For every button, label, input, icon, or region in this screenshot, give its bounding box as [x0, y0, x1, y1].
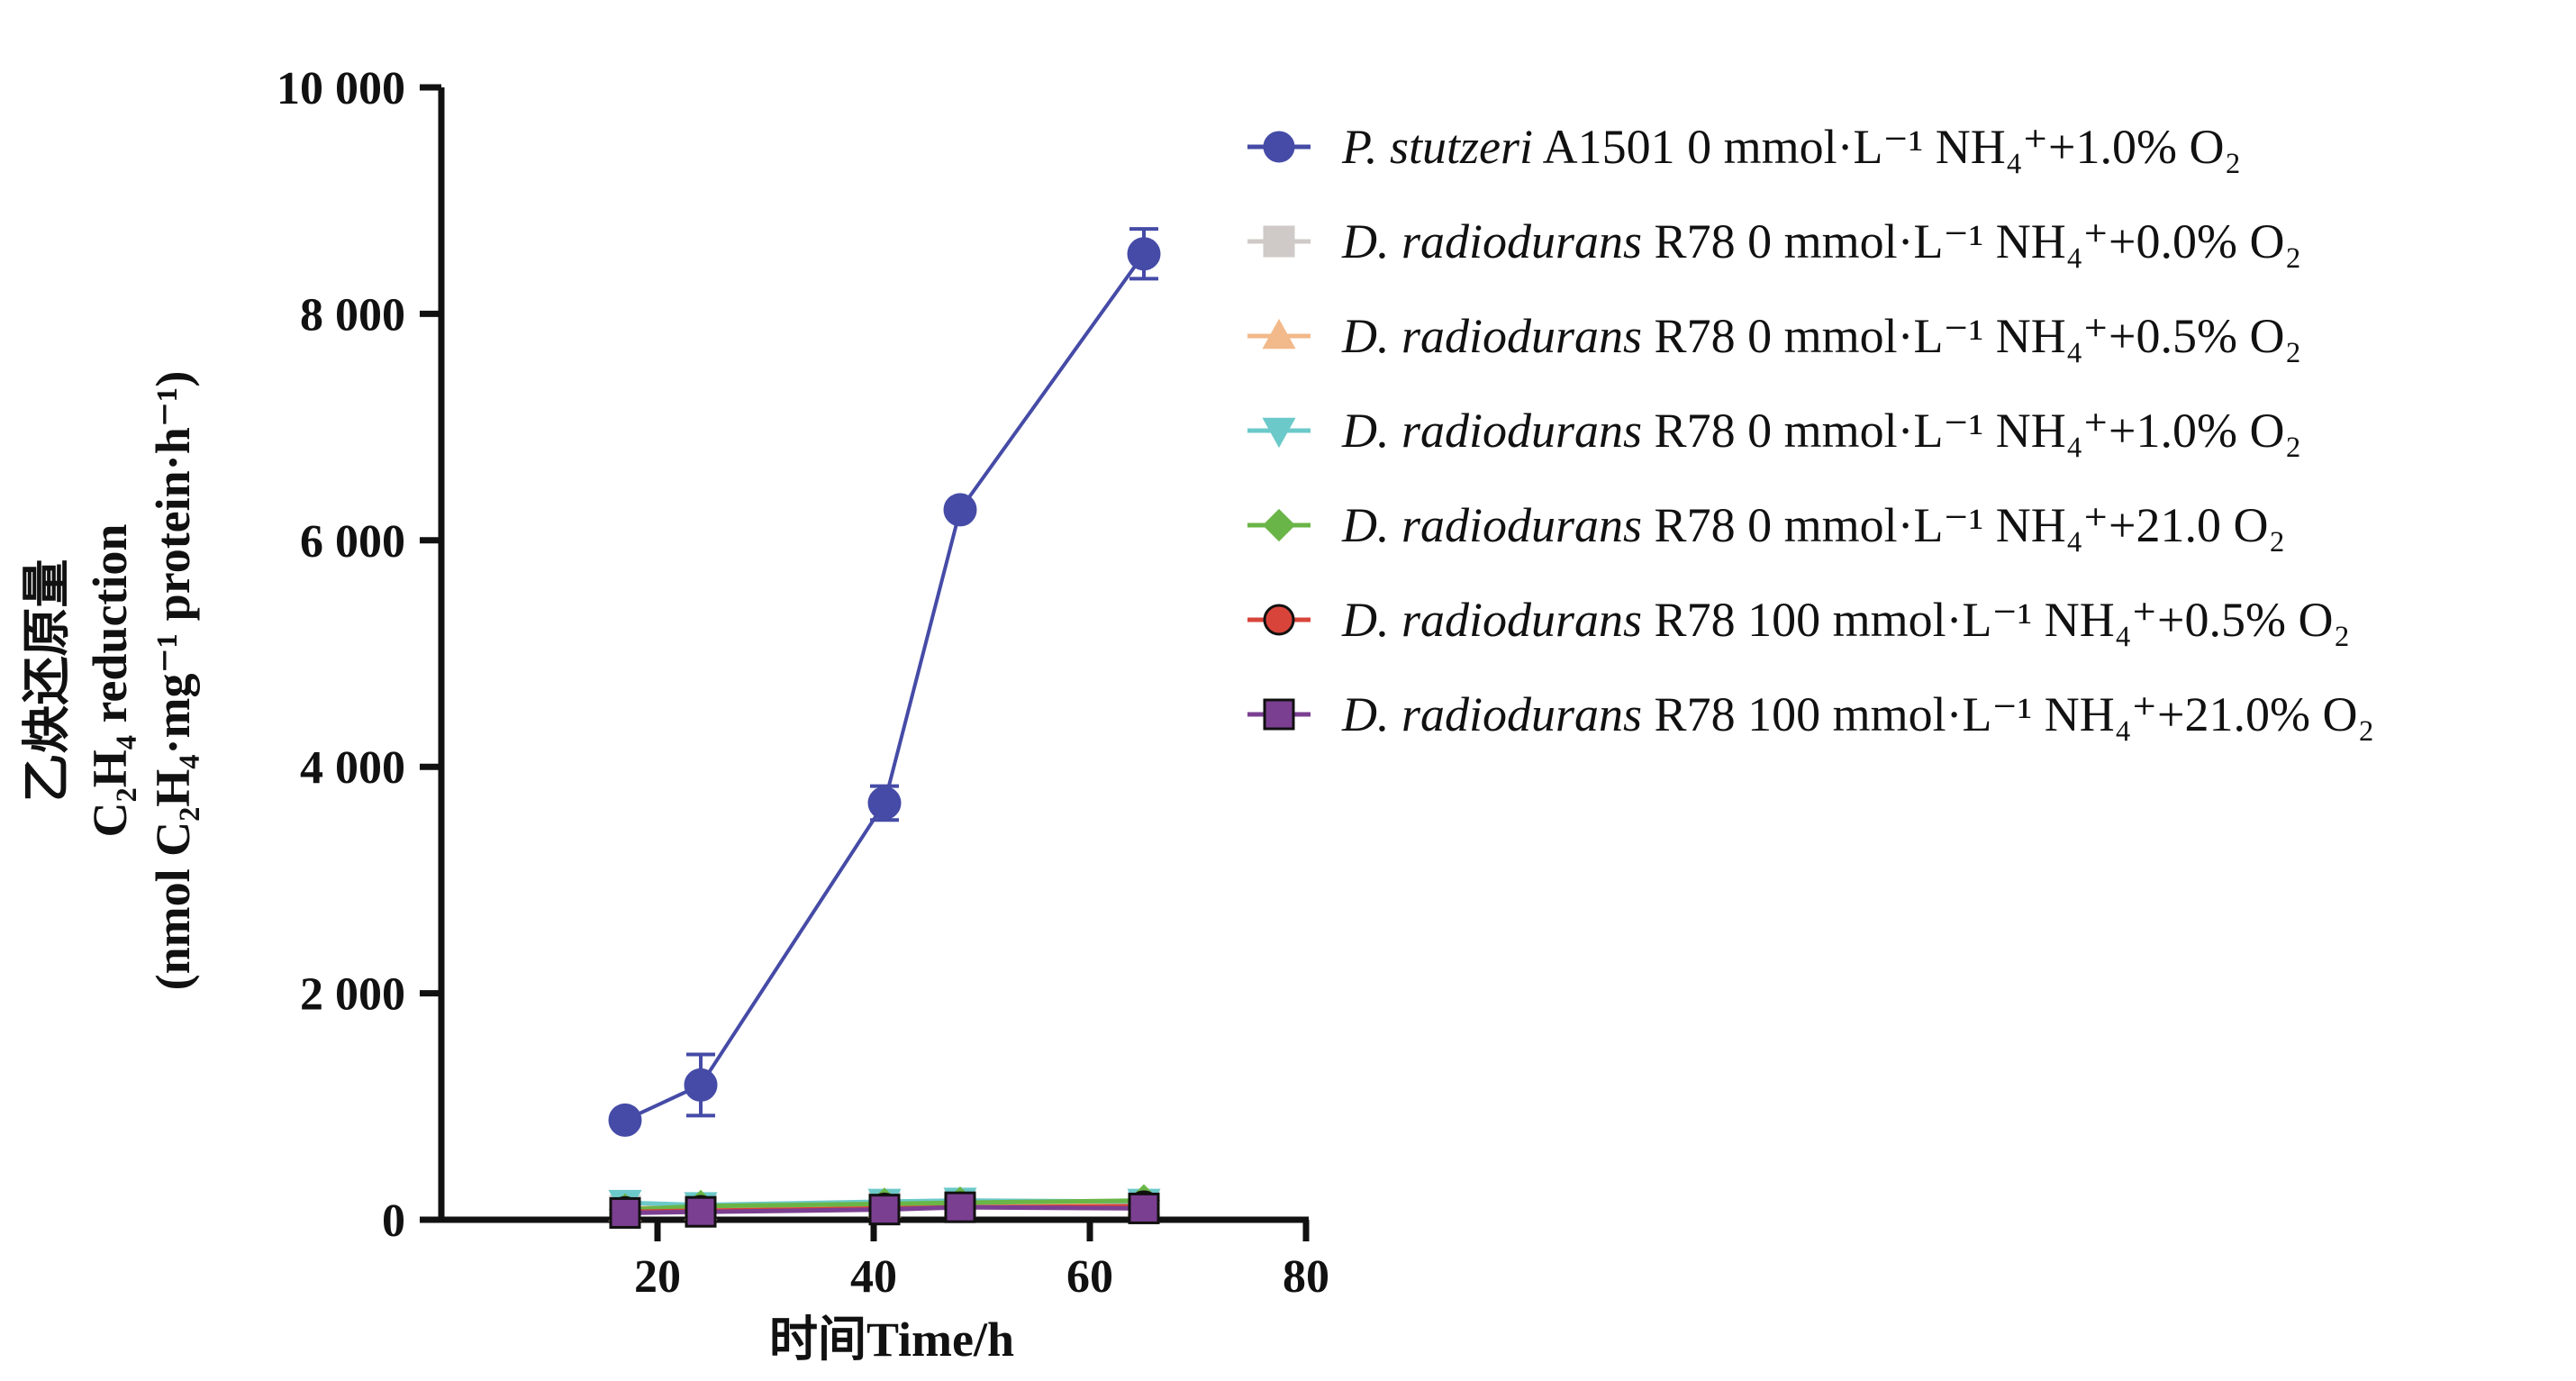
y-axis-title-line: 乙炔还原量: [20, 559, 74, 803]
legend-label: D. radiodurans R78 100 mmol·L⁻¹ NH₄⁺+21.…: [1341, 687, 2374, 741]
legend: P. stutzeri A1501 0 mmol·L⁻¹ NH₄⁺+1.0% O…: [1247, 120, 2374, 741]
legend-marker: [1262, 508, 1296, 542]
legend-label: D. radiodurans R78 0 mmol·L⁻¹ NH₄⁺+1.0% …: [1341, 404, 2301, 458]
legend-marker: [1263, 604, 1295, 636]
data-point: [944, 1191, 976, 1223]
legend-marker: [1262, 318, 1296, 350]
legend-label: D. radiodurans R78 0 mmol·L⁻¹ NH₄⁺+0.5% …: [1341, 309, 2301, 363]
x-axis-title: 时间Time/h: [769, 1313, 1014, 1367]
data-point: [943, 493, 977, 527]
data-point: [1128, 1192, 1160, 1224]
legend-label: D. radiodurans R78 0 mmol·L⁻¹ NH₄⁺+0.0% …: [1341, 214, 2301, 268]
series-line: [624, 252, 1146, 1122]
data-point: [1127, 237, 1161, 271]
data-point: [685, 1195, 717, 1228]
x-tick-label: 40: [850, 1251, 897, 1303]
y-tick-label: 8 000: [300, 289, 405, 341]
axes: [438, 87, 1309, 1223]
x-tick-label: 80: [1283, 1251, 1329, 1303]
legend-item: D. radiodurans R78 0 mmol·L⁻¹ NH₄⁺+21.0 …: [1247, 498, 2285, 552]
y-tick-label: 4 000: [300, 742, 405, 794]
y-axis-title: 乙炔还原量 C₂H₄ reduction (nmol C₂H₄·mg⁻¹ prote…: [20, 371, 200, 991]
legend-marker: [1263, 131, 1295, 163]
data-point: [609, 1196, 641, 1229]
x-tick-label: 20: [634, 1251, 681, 1303]
legend-item: D. radiodurans R78 100 mmol·L⁻¹ NH₄⁺+21.…: [1247, 687, 2374, 741]
y-tick-label: 0: [382, 1195, 405, 1247]
series-6: [609, 1191, 1160, 1229]
y-tick-label: 2 000: [300, 969, 405, 1021]
legend-item: P. stutzeri A1501 0 mmol·L⁻¹ NH₄⁺+1.0% O…: [1247, 120, 2241, 174]
series-layer: [608, 227, 1161, 1229]
legend-item: D. radiodurans R78 0 mmol·L⁻¹ NH₄⁺+0.0% …: [1247, 214, 2301, 268]
ticks: 0 2 000 4 000 6 000 8 000 10 000 20 40 60 80: [277, 63, 1329, 1303]
data-point: [867, 786, 902, 820]
legend-label: D. radiodurans R78 0 mmol·L⁻¹ NH₄⁺+21.0 …: [1341, 498, 2285, 552]
legend-item: D. radiodurans R78 0 mmol·L⁻¹ NH₄⁺+0.5% …: [1247, 309, 2301, 363]
legend-marker: [1263, 225, 1295, 258]
legend-marker: [1263, 698, 1295, 731]
legend-item: D. radiodurans R78 0 mmol·L⁻¹ NH₄⁺+1.0% …: [1247, 404, 2301, 458]
data-point: [608, 1103, 642, 1137]
legend-label: D. radiodurans R78 100 mmol·L⁻¹ NH₄⁺+0.5…: [1341, 593, 2350, 647]
data-point: [684, 1068, 718, 1102]
legend-label: P. stutzeri A1501 0 mmol·L⁻¹ NH₄⁺+1.0% O…: [1341, 120, 2241, 174]
y-tick-label: 10 000: [277, 63, 405, 114]
data-point: [868, 1194, 901, 1226]
y-tick-label: 6 000: [300, 516, 405, 568]
y-axis-title-line: (nmol C₂H₄·mg⁻¹ protein·h⁻¹): [146, 371, 200, 991]
legend-item: D. radiodurans R78 100 mmol·L⁻¹ NH₄⁺+0.5…: [1247, 593, 2350, 647]
y-axis-title-line: C₂H₄ reduction: [83, 524, 137, 838]
series-0: [608, 227, 1161, 1137]
legend-marker: [1262, 417, 1296, 449]
x-tick-label: 60: [1066, 1251, 1113, 1303]
